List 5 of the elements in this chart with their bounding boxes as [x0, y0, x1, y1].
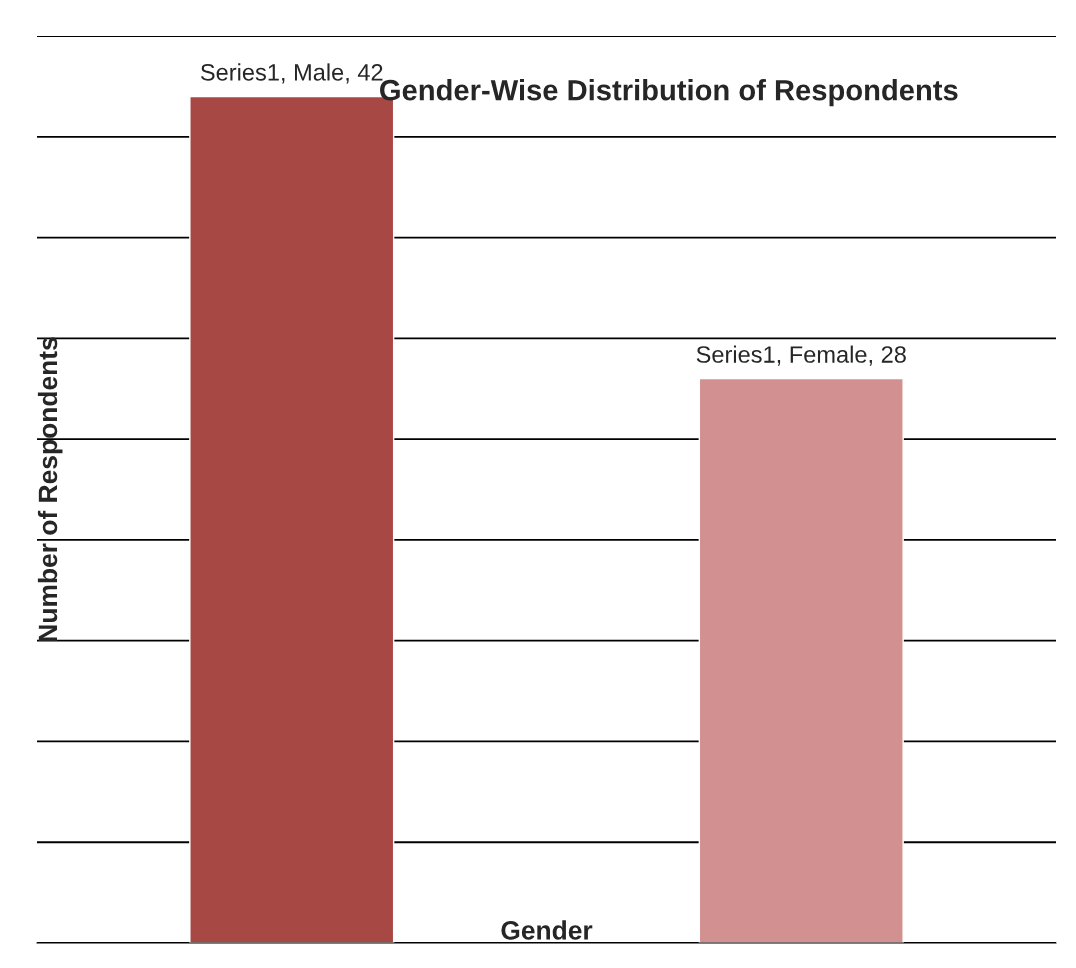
- data-label: Series1, Female, 28: [696, 345, 906, 366]
- x-axis-title: Gender: [501, 920, 593, 940]
- data-label: Series1, Male, 42: [200, 63, 383, 84]
- y-axis-title: Number of Respondents: [37, 337, 63, 641]
- text: Gender-Wise Distribution of Respondents: [380, 79, 958, 107]
